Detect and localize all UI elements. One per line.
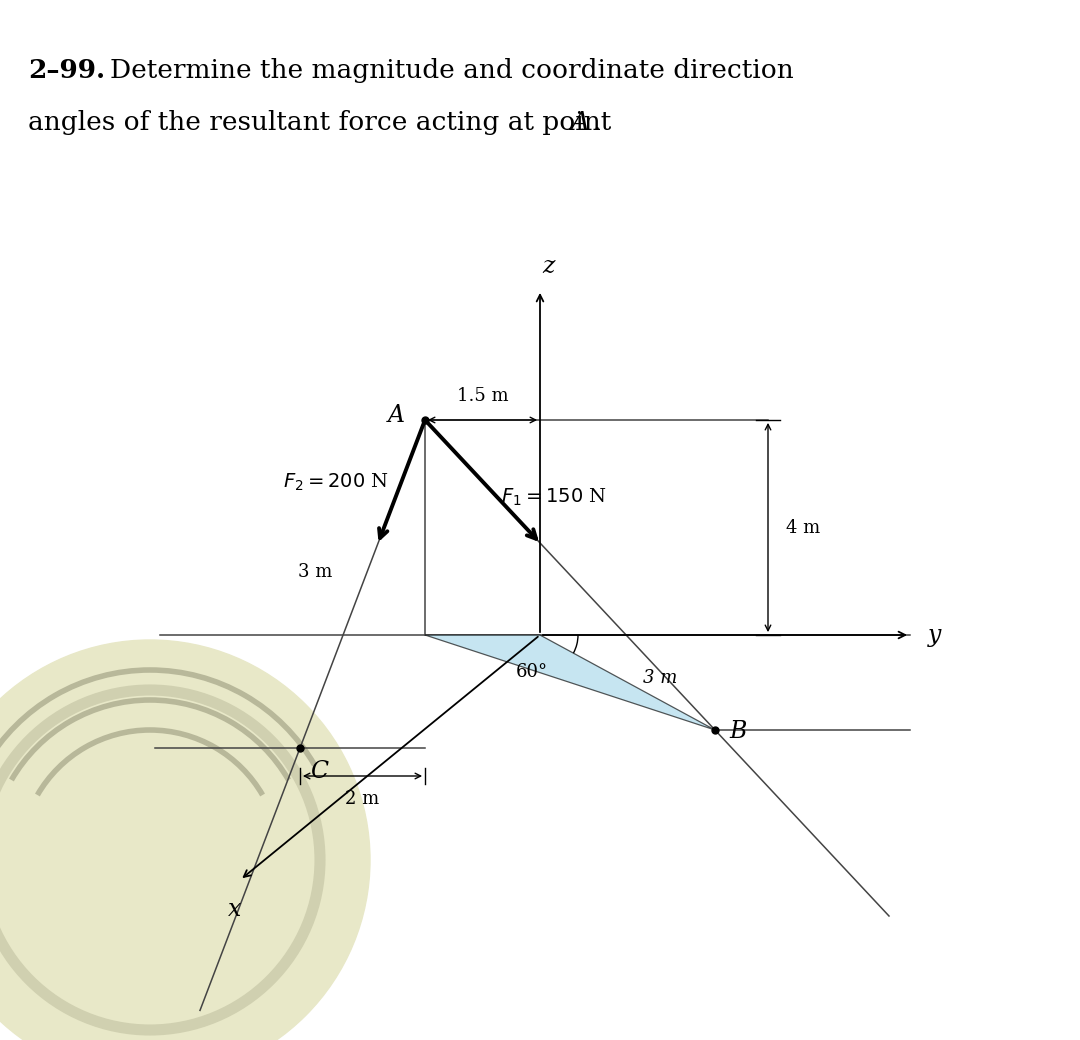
Text: 3 m: 3 m: [643, 669, 677, 686]
Text: A: A: [570, 110, 589, 135]
Text: 4 m: 4 m: [786, 519, 820, 537]
Text: $F_2 = 200$ N: $F_2 = 200$ N: [283, 472, 389, 493]
Text: x: x: [228, 898, 242, 921]
Text: Determine the magnitude and coordinate direction: Determine the magnitude and coordinate d…: [110, 58, 794, 83]
Text: C: C: [310, 760, 328, 783]
Text: 3 m: 3 m: [298, 563, 333, 581]
Text: angles of the resultant force acting at point: angles of the resultant force acting at …: [28, 110, 620, 135]
Text: y: y: [928, 624, 942, 647]
Circle shape: [0, 640, 370, 1040]
Polygon shape: [426, 635, 715, 730]
Text: .: .: [592, 110, 600, 135]
Text: 60°: 60°: [516, 664, 548, 681]
Text: A: A: [388, 404, 405, 426]
Text: 1.5 m: 1.5 m: [457, 387, 509, 405]
Text: 2–99.: 2–99.: [28, 58, 105, 83]
Text: $F_1 = 150$ N: $F_1 = 150$ N: [501, 487, 607, 509]
Text: z: z: [542, 255, 554, 278]
Text: B: B: [729, 721, 746, 744]
Text: 2 m: 2 m: [346, 790, 380, 808]
